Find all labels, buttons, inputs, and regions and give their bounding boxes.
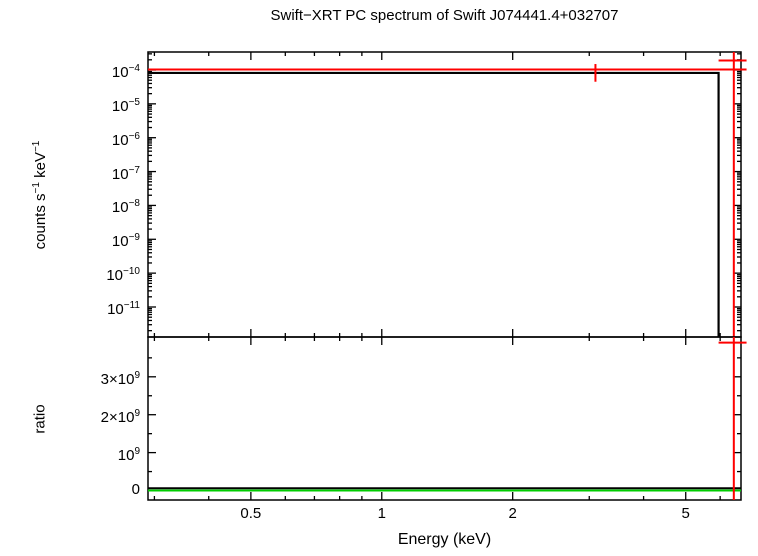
label-text: 0.5 [240, 505, 262, 522]
label-text: 10 [106, 267, 124, 285]
panel-frame [147, 336, 742, 501]
label-text: 10 [111, 131, 129, 149]
superscript: 9 [134, 369, 140, 381]
superscript: −7 [128, 164, 140, 176]
label-text: 2×10 [100, 408, 135, 426]
superscript: −5 [128, 96, 140, 108]
y-tick-label: 10−11 [0, 296, 140, 320]
x-tick-label: 1 [352, 504, 412, 524]
label-text: ratio [31, 403, 49, 434]
y-tick-label: 2×109 [0, 404, 140, 428]
label-text: 10 [111, 199, 129, 217]
y-tick-label: 10−7 [0, 161, 140, 185]
superscript: −8 [128, 198, 140, 210]
superscript: 9 [134, 407, 140, 419]
superscript: −1 [31, 181, 42, 193]
superscript: 9 [134, 445, 140, 457]
superscript: −6 [128, 130, 140, 142]
superscript: −11 [123, 300, 140, 311]
x-tick-label: 5 [656, 504, 716, 524]
label-text: 1 [377, 505, 386, 522]
plot-title: Swift−XRT PC spectrum of Swift J074441.4… [270, 7, 619, 24]
panel-frame [147, 51, 742, 338]
y-tick-label: 3×109 [0, 366, 140, 390]
superscript: −4 [128, 62, 140, 74]
x-axis-label: Energy (keV) [397, 531, 492, 548]
label-text: counts s [32, 192, 49, 249]
y-axis-label-ratio: ratio [32, 404, 49, 433]
y-tick-label: 10−6 [0, 127, 140, 151]
label-text: 3×10 [100, 370, 135, 388]
label-text: 10 [111, 165, 129, 183]
superscript: −9 [128, 232, 140, 244]
y-tick-label: 10−5 [0, 93, 140, 117]
label-text: 2 [508, 505, 517, 522]
label-text: 5 [681, 505, 690, 522]
superscript: −1 [31, 140, 42, 152]
x-tick-label: 2 [483, 504, 543, 524]
source-spectrum-line [148, 71, 720, 337]
y-tick-label: 10−8 [0, 194, 140, 218]
label-text: 10 [117, 446, 135, 464]
label-text: 10 [111, 63, 129, 81]
y-tick-label: 10−4 [0, 59, 140, 83]
label-text: 10 [111, 233, 129, 251]
y-tick-label: 10−10 [0, 262, 140, 286]
label-text: 0 [131, 480, 140, 498]
y-tick-label: 10−9 [0, 228, 140, 252]
x-tick-label: 0.5 [221, 504, 281, 524]
superscript: −10 [123, 266, 140, 278]
y-tick-label: 0 [0, 480, 140, 500]
label-text: 10 [107, 301, 124, 318]
label-text: keV [32, 151, 49, 182]
y-axis-label-spectrum: counts s−1 keV−1 [31, 140, 49, 249]
y-tick-label: 109 [0, 442, 140, 466]
label-text: 10 [111, 97, 129, 115]
